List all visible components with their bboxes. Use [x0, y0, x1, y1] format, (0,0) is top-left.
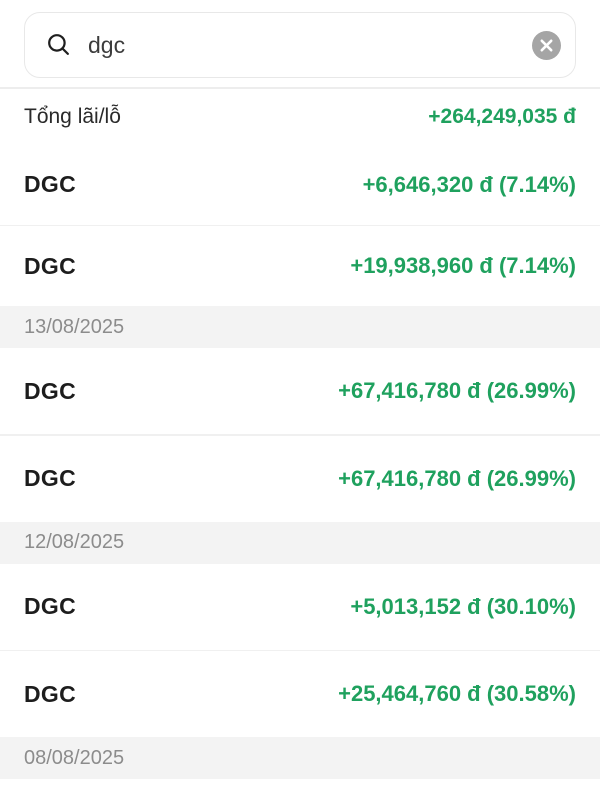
date-section-header: 08/08/2025	[0, 737, 600, 779]
total-profit-loss-row: Tổng lãi/lỗ +264,249,035 đ	[0, 88, 600, 145]
search-icon	[45, 31, 73, 59]
ticker-label: DGC	[24, 171, 77, 197]
ticker-label: DGC	[24, 680, 77, 707]
date-section-header: 12/08/2025	[0, 521, 600, 564]
ticker-label: DGC	[24, 377, 77, 404]
close-icon	[539, 38, 554, 53]
holding-row[interactable]: DGC +25,464,760 đ (30.58%)	[0, 651, 600, 737]
clear-search-button[interactable]	[532, 30, 561, 60]
total-profit-loss-value: +264,249,035 đ	[428, 104, 576, 128]
holding-row[interactable]: DGC +67,416,780 đ (26.99%)	[0, 435, 600, 522]
search-input[interactable]	[88, 31, 532, 59]
header-divider	[0, 87, 600, 89]
ticker-label: DGC	[24, 593, 77, 619]
profit-value: +19,938,960 đ (7.14%)	[350, 253, 576, 278]
profit-value: +5,013,152 đ (30.10%)	[350, 593, 576, 619]
search-header	[0, 0, 600, 87]
divider	[0, 649, 600, 651]
date-section-header: 13/08/2025	[0, 306, 600, 348]
holding-row[interactable]: DGC +5,013,152 đ (30.10%)	[0, 563, 600, 650]
date-label: 12/08/2025	[24, 531, 125, 553]
date-label: 08/08/2025	[24, 746, 125, 769]
holding-row[interactable]: DGC +67,416,780 đ (26.99%)	[0, 348, 600, 434]
ticker-label: DGC	[24, 252, 77, 279]
divider	[0, 434, 600, 436]
date-label: 13/08/2025	[24, 315, 125, 338]
ticker-label: DGC	[24, 465, 77, 491]
search-bar	[24, 12, 576, 78]
profit-value: +6,646,320 đ (7.14%)	[362, 171, 576, 197]
divider	[0, 224, 600, 226]
total-profit-loss-label: Tổng lãi/lỗ	[24, 104, 121, 128]
profit-value: +67,416,780 đ (26.99%)	[338, 378, 576, 403]
profit-value: +67,416,780 đ (26.99%)	[338, 465, 576, 491]
profit-value: +25,464,760 đ (30.58%)	[338, 681, 576, 706]
holding-row[interactable]: DGC +19,938,960 đ (7.14%)	[0, 226, 600, 306]
holding-row[interactable]: DGC +6,646,320 đ (7.14%)	[0, 144, 600, 225]
